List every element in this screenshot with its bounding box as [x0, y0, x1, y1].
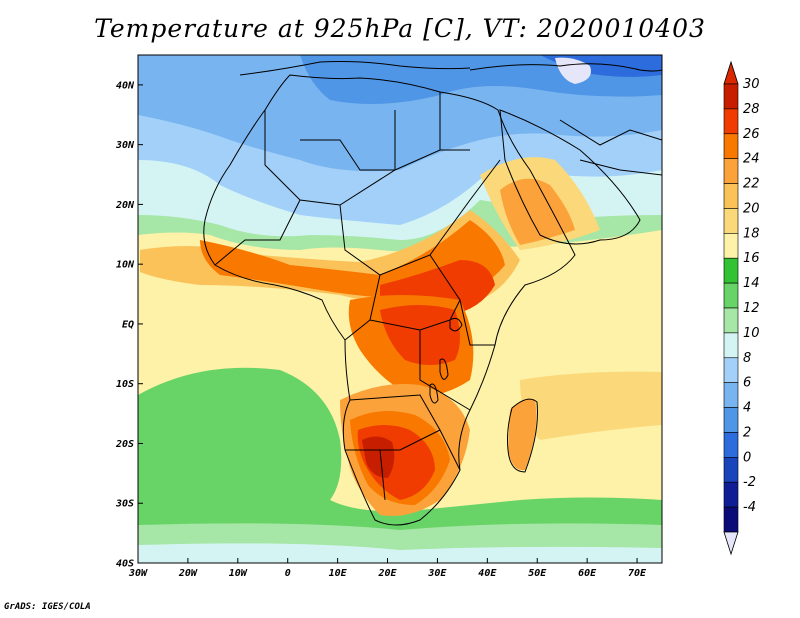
lon-tick-label: 20E: [377, 568, 397, 579]
lon-tick-label: 50E: [528, 568, 547, 579]
colorbar-swatch: [723, 382, 739, 408]
lon-tick-label: 40E: [478, 568, 497, 579]
lat-tick-label: EQ: [122, 319, 134, 330]
map-frame: [137, 54, 663, 564]
colorbar-swatch: [723, 108, 739, 135]
lat-tick-label: 20N: [115, 200, 135, 211]
lon-tick-label: 30E: [427, 568, 447, 579]
colorbar-label: -4: [743, 500, 756, 515]
latitude-axis: 40N 30N 20N 10N EQ 10S 20S 30S 40S: [115, 80, 143, 570]
colorbar-swatch: [723, 407, 739, 433]
longitude-axis: 30W 20W 10W 0 10E 20E 30E 40E 50E 60E 70E: [128, 558, 647, 579]
colorbar-swatch: [723, 158, 739, 184]
colorbar-swatch: [723, 332, 739, 359]
colorbar-label: 24: [743, 152, 760, 167]
colorbar-top-arrow: [723, 60, 739, 85]
lon-tick-label: 10W: [229, 568, 248, 579]
temperature-field: [138, 55, 662, 563]
colorbar-label: 8: [743, 351, 751, 366]
lon-tick-label: 30W: [128, 568, 148, 579]
lon-tick-label: 20W: [178, 568, 198, 579]
colorbar-swatch: [723, 307, 739, 334]
colorbar-label: 26: [743, 127, 760, 142]
colorbar-label: 12: [743, 301, 760, 316]
colorbar-swatch: [723, 208, 739, 234]
lat-tick-label: 30N: [115, 140, 135, 151]
lat-tick-label: 20S: [115, 439, 134, 450]
colorbar-swatch: [723, 257, 739, 284]
colorbar-label: 6: [743, 376, 751, 391]
colorbar-label: 18: [743, 226, 760, 241]
colorbar-label: 2: [743, 425, 751, 440]
colorbar-label: 4: [743, 401, 751, 416]
lat-tick-label: 40S: [116, 559, 134, 570]
colorbar-label: 30: [743, 77, 760, 92]
lat-tick-label: 30S: [115, 499, 134, 510]
credit-label: GrADS: IGES/COLA: [4, 602, 91, 612]
lon-tick-label: 10E: [329, 568, 348, 579]
colorbar-label: -2: [743, 475, 756, 490]
lat-tick-label: 40N: [116, 80, 135, 91]
colorbar-label: 10: [743, 326, 760, 341]
colorbar-label: 16: [743, 251, 760, 266]
lat-tick-label: 10S: [116, 379, 134, 390]
lat-tick-label: 10N: [116, 260, 135, 271]
colorbar-label: 20: [743, 201, 760, 216]
colorbar-swatch: [723, 183, 739, 209]
colorbar-swatch: [723, 457, 739, 483]
colorbar-swatch: [723, 432, 739, 458]
lon-tick-label: 70E: [628, 568, 647, 579]
coastlines: [203, 61, 662, 526]
colorbar-label: 0: [743, 450, 751, 465]
colorbar-swatch: [723, 83, 739, 110]
colorbar-swatch: [723, 282, 739, 309]
lon-tick-label: 0: [285, 568, 291, 579]
colorbar-label: 22: [743, 177, 760, 192]
colorbar-label: 28: [743, 102, 760, 117]
map-title: Temperature at 925hPa [C], VT: 202001040…: [94, 14, 706, 43]
colorbar-bottom-arrow: [723, 531, 739, 556]
colorbar-swatch: [723, 133, 739, 159]
colorbar-label: 14: [743, 276, 760, 291]
colorbar-swatch: [723, 233, 739, 259]
lon-tick-label: 60E: [578, 568, 597, 579]
colorbar-swatch: [723, 481, 739, 508]
colorbar-swatch: [723, 357, 739, 383]
colorbar-swatch: [723, 506, 739, 533]
